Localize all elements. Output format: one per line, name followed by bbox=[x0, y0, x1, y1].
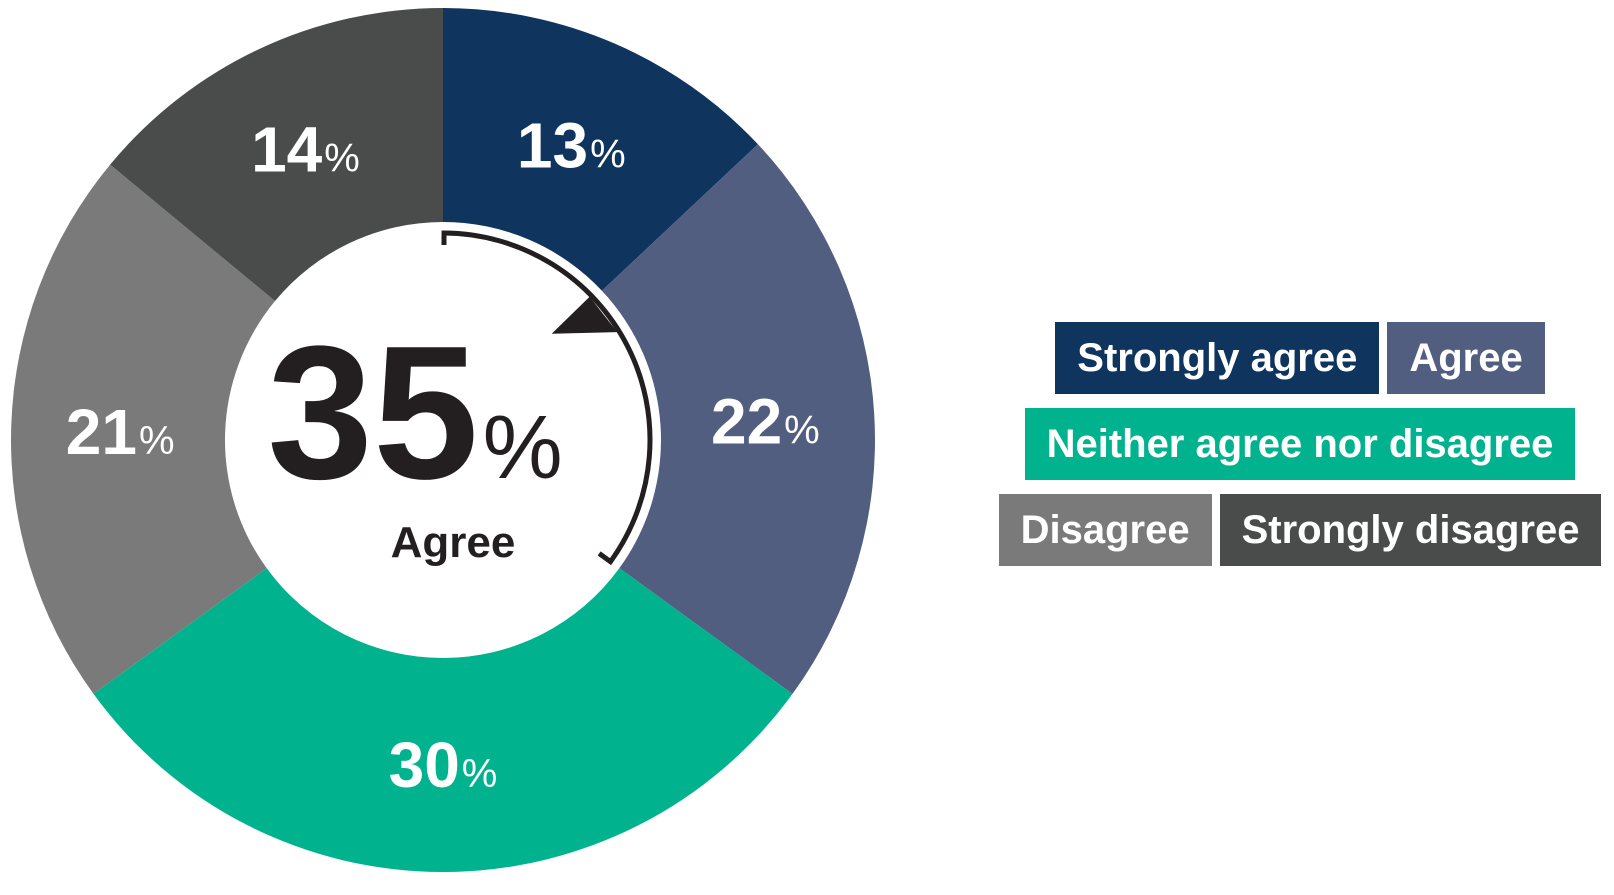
slice-labels: 13% 22% 30% 21% 14% bbox=[66, 110, 820, 801]
legend-item-neither-agree-nor-disagree: Neither agree nor disagree bbox=[1024, 408, 1576, 480]
agree-arc-indicator bbox=[441, 230, 653, 566]
slice-strongly-agree bbox=[443, 8, 758, 291]
legend-item-strongly-agree: Strongly agree bbox=[1055, 322, 1380, 394]
slice-value-label: 13% bbox=[517, 110, 626, 182]
legend-item-disagree: Disagree bbox=[998, 494, 1212, 566]
slice-value-label: 14% bbox=[251, 114, 360, 186]
legend: Strongly agree Agree Neither agree nor dis… bbox=[998, 322, 1602, 580]
agree-arrow-head bbox=[551, 296, 618, 334]
slice-agree bbox=[601, 144, 875, 694]
legend-item-agree: Agree bbox=[1387, 322, 1545, 394]
legend-item-strongly-disagree: Strongly disagree bbox=[1219, 494, 1602, 566]
legend-row: Strongly agree Agree bbox=[1000, 322, 1600, 394]
center-caption: Agree bbox=[391, 518, 516, 567]
donut-chart: 13% 22% 30% 21% 14% 35% Agree bbox=[11, 8, 875, 873]
slice-disagree bbox=[11, 164, 276, 694]
legend-row: Disagree Strongly disagree bbox=[998, 494, 1602, 566]
donut-slices bbox=[11, 8, 875, 873]
slice-value-label: 21% bbox=[66, 396, 175, 468]
center-value: 35% bbox=[267, 307, 562, 519]
slice-strongly-disagree bbox=[110, 8, 444, 302]
slice-value-label: 22% bbox=[711, 386, 820, 458]
slice-value-label: 30% bbox=[389, 729, 498, 801]
legend-row: Neither agree nor disagree bbox=[1000, 408, 1600, 480]
slice-neither-agree-nor-disagree bbox=[93, 568, 793, 873]
